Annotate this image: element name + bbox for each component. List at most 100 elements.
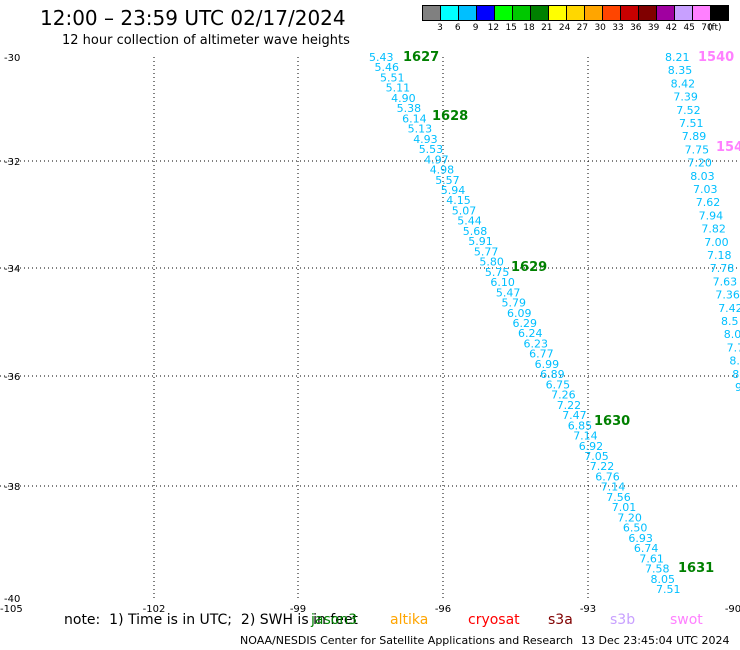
legend-label: 12	[487, 23, 500, 33]
legend-label: 15	[505, 23, 517, 33]
legend-label: 45	[683, 23, 695, 33]
wave-height-value: 4.93	[413, 133, 438, 146]
wave-height-value: 7.56	[606, 491, 631, 504]
legend-label: 70	[701, 23, 713, 33]
wave-height-value: 7.36	[715, 289, 740, 302]
wave-height-value: 6.23	[524, 338, 549, 351]
wave-height-value: 6.76	[595, 471, 620, 484]
page-title: 12:00 – 23:59 UTC 02/17/2024	[40, 6, 346, 30]
latitude-label: -40	[4, 594, 20, 605]
legend-label: 36	[630, 23, 642, 33]
footer-timestamp: 13 Dec 23:45:04 UTC 2024	[581, 634, 730, 647]
mission-cryosat: cryosat	[468, 612, 520, 628]
axis-labels: -30 -32 -34 -36 -38 -40-105 -102 -99 -96 -93 -90	[0, 53, 740, 615]
legend-swatch	[602, 5, 621, 21]
wave-height-value: 5.68	[463, 225, 488, 238]
longitude-label: -105	[0, 604, 23, 615]
wave-height-value: 6.14	[402, 112, 427, 125]
latitude-label: -30	[4, 53, 20, 64]
wave-height-value: 7.26	[551, 389, 576, 402]
legend-label: 18	[523, 23, 535, 33]
longitude-label: -99	[290, 604, 306, 615]
wave-height-value: 5.07	[452, 205, 477, 218]
legend-swatch	[548, 5, 567, 21]
wave-height-value: 6.09	[507, 307, 532, 320]
pass-label: 1627	[403, 50, 439, 65]
longitude-label: -96	[435, 604, 451, 615]
legend-label: 33	[612, 23, 624, 33]
wave-height-value: 6.24	[518, 327, 543, 340]
legend-label: 42	[665, 23, 678, 33]
legend-label: 30	[594, 23, 606, 33]
wave-height-value: 6.77	[529, 348, 554, 361]
wave-height-value: 4.15	[446, 194, 471, 207]
wave-height-value: 6.93	[628, 532, 653, 545]
wave-height-value: 5.53	[419, 143, 444, 156]
legend-swatch	[674, 5, 693, 21]
legend-label: 9	[472, 23, 479, 33]
pass-labels: 1627 1628 1629 1630 1631 1540 154	[403, 50, 740, 576]
pass-label: 1631	[678, 561, 714, 576]
wave-height-value: 8.05	[651, 573, 676, 586]
wave-height-value: 8.03	[690, 170, 715, 183]
wave-height-value: 7.75	[685, 143, 710, 156]
map-grid	[0, 57, 740, 598]
legend-swatch	[620, 5, 639, 21]
legend-swatch	[494, 5, 513, 21]
legend-label: 39	[647, 23, 660, 33]
wave-height-value: 5.43	[369, 51, 394, 64]
legend-swatch	[692, 5, 711, 21]
wave-height-value: 5.44	[457, 215, 482, 228]
wave-height-value: 7.61	[639, 552, 664, 565]
latitude-label: -36	[4, 372, 20, 383]
wave-height-value: 6.29	[513, 317, 538, 330]
footer-credit: NOAA/NESDIS Center for Satellite Applica…	[240, 634, 574, 647]
wave-height-value: 8.	[729, 355, 740, 368]
wave-height-value: 7.14	[601, 481, 626, 494]
page-subtitle: 12 hour collection of altimeter wave hei…	[62, 33, 350, 48]
wave-height-value: 6.92	[579, 440, 604, 453]
latitude-label: -32	[4, 157, 20, 168]
mission-s3a: s3a	[548, 612, 573, 628]
legend-swatches	[422, 5, 740, 21]
wave-height-value: 4.97	[424, 153, 449, 166]
pass-label: 1540	[698, 50, 734, 65]
legend-swatch	[512, 5, 531, 21]
legend-swatch	[458, 5, 477, 21]
wave-height-value: 5.47	[496, 286, 521, 299]
color-legend: (ft) 3 6 9 12 15 18 21 24 27 30 33 36 39 42 45 70	[422, 5, 740, 33]
legend-swatch	[476, 5, 495, 21]
wave-height-value: 7.22	[557, 399, 582, 412]
wave-height-value: 5.79	[502, 297, 527, 310]
wave-height-value: 7.51	[679, 117, 704, 130]
legend-label: 24	[558, 23, 571, 33]
wave-height-value: 7.82	[701, 223, 726, 236]
legend-swatch	[530, 5, 549, 21]
wave-height-value: 8	[732, 368, 739, 381]
legend-swatch	[656, 5, 675, 21]
wave-height-value: 7.52	[676, 104, 701, 117]
wave-height-value: 5.51	[380, 72, 405, 85]
wave-height-value: 5.11	[386, 82, 411, 95]
legend-label: 21	[541, 23, 553, 33]
wave-height-value: 7.89	[682, 130, 707, 143]
wave-height-value: 6.75	[546, 378, 571, 391]
wave-height-value: 8.35	[668, 64, 693, 77]
wave-height-value: 6.85	[568, 419, 593, 432]
wave-height-value: 7.51	[656, 583, 681, 596]
wave-height-value: 5.75	[485, 266, 510, 279]
longitude-label: -93	[580, 604, 596, 615]
wave-height-value: 7.20	[617, 511, 642, 524]
legend-label: 3	[437, 23, 443, 33]
pass-label: 1630	[594, 414, 630, 429]
wave-height-value: 7.39	[673, 91, 698, 104]
wave-height-value: 7.47	[562, 409, 587, 422]
wave-height-value: 6.50	[623, 522, 648, 535]
wave-height-value: 5.80	[479, 256, 504, 269]
wave-height-value: 5.57	[435, 174, 460, 187]
wave-height-value: 8.0	[724, 328, 740, 341]
legend-swatch	[638, 5, 657, 21]
legend-label: 27	[576, 23, 589, 33]
legend-swatch	[566, 5, 585, 21]
wave-height-value: 4.90	[391, 92, 416, 105]
